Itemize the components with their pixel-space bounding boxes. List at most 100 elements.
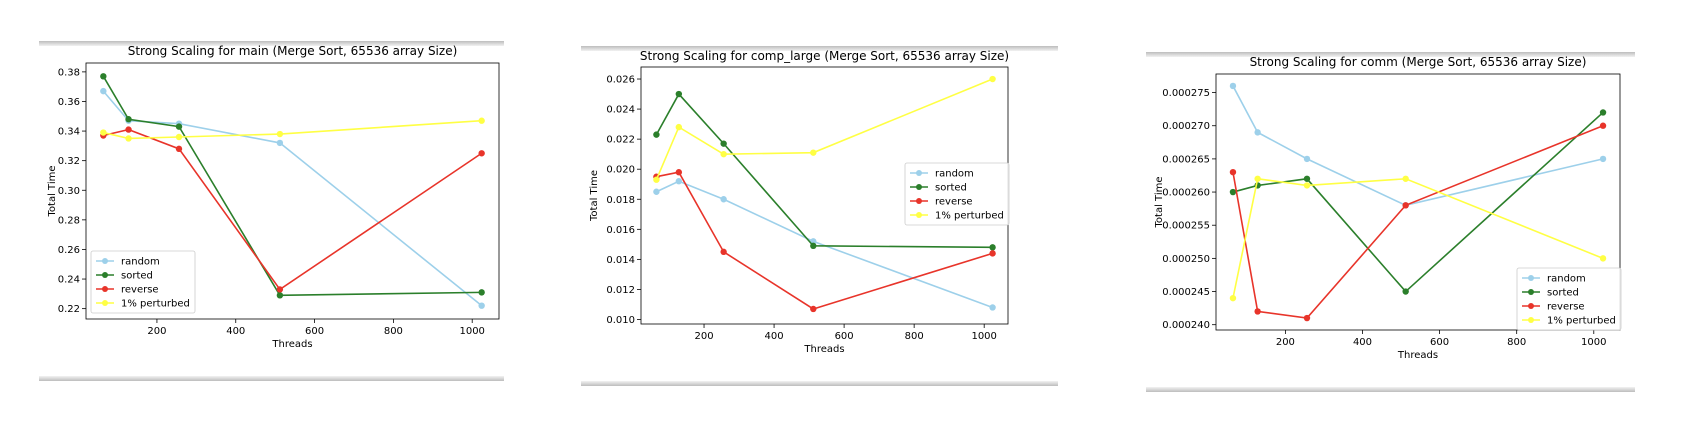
chart-title: Strong Scaling for comp_large (Merge Sor… (640, 49, 1009, 63)
x-tick-label: 1000 (1581, 337, 1606, 348)
chart-comp-large: Strong Scaling for comp_large (Merge Sor… (589, 49, 1010, 355)
data-point (653, 188, 660, 195)
x-tick-label: 600 (835, 331, 854, 342)
panel-top-border (1146, 52, 1635, 57)
data-point (478, 117, 485, 124)
legend-marker (1528, 317, 1534, 323)
data-point (175, 133, 183, 141)
data-point (989, 304, 996, 311)
y-tick-label: 0.014 (606, 255, 635, 266)
y-tick-label: 0.000275 (1162, 88, 1210, 99)
series-1-perturbed (1229, 175, 1607, 302)
legend: random sorted reverse 1% perturbed (90, 250, 196, 314)
x-tick-label: 1000 (459, 326, 484, 337)
legend-label: sorted (121, 271, 153, 282)
y-tick-label: 0.000250 (1162, 254, 1210, 265)
data-point (653, 176, 660, 183)
legend-marker (916, 170, 922, 176)
x-tick-label: 400 (1353, 337, 1372, 348)
data-point (720, 150, 727, 158)
x-tick-label: 400 (226, 326, 245, 337)
y-tick-label: 0.000240 (1162, 320, 1210, 331)
x-axis-label: Threads (271, 339, 312, 350)
x-tick-label: 400 (765, 331, 784, 342)
data-point (100, 73, 107, 80)
data-point (720, 248, 727, 256)
data-point (276, 130, 284, 138)
x-tick-label: 600 (1430, 337, 1449, 348)
y-tick-label: 0.010 (606, 315, 635, 326)
data-point (100, 129, 107, 136)
data-point (1229, 168, 1237, 176)
panel-top-border (581, 46, 1058, 51)
data-point (1599, 109, 1607, 116)
legend-label: sorted (1547, 288, 1579, 299)
data-point (1254, 308, 1261, 315)
panel-top-border (39, 41, 504, 46)
legend-marker (102, 272, 108, 278)
data-point (675, 178, 683, 185)
y-tick-label: 0.026 (606, 75, 635, 86)
y-tick-label: 0.016 (606, 225, 635, 236)
data-point (478, 302, 485, 309)
y-tick-label: 0.38 (58, 67, 80, 78)
x-axis-label: Threads (803, 344, 844, 355)
data-point (1303, 175, 1311, 182)
data-point (1402, 288, 1409, 295)
data-point (1599, 155, 1607, 163)
panel-bottom-border (39, 376, 504, 381)
x-axis-label: Threads (1397, 350, 1438, 361)
legend-marker (1528, 275, 1534, 281)
legend-marker (102, 286, 108, 292)
y-tick-label: 0.24 (58, 275, 80, 286)
y-axis-label: Total Time (47, 165, 58, 217)
legend-marker (916, 198, 922, 204)
x-tick-label: 200 (1276, 337, 1295, 348)
series-1-perturbed (100, 117, 485, 142)
y-tick-label: 0.32 (58, 156, 80, 167)
data-point (276, 292, 284, 299)
data-point (1599, 255, 1607, 262)
y-tick-label: 0.018 (606, 195, 635, 206)
data-point (810, 149, 817, 156)
chart-panel-comm: Strong Scaling for comm (Merge Sort, 655… (1146, 52, 1635, 392)
legend-box (1516, 267, 1622, 331)
x-tick-label: 800 (1507, 337, 1526, 348)
series-random (1229, 82, 1607, 209)
y-tick-label: 0.000255 (1162, 221, 1210, 232)
chart-title: Strong Scaling for main (Merge Sort, 655… (128, 44, 458, 58)
data-point (478, 150, 485, 157)
legend-label: random (1547, 274, 1586, 285)
data-point (720, 196, 727, 203)
data-point (125, 126, 132, 133)
data-point (1303, 182, 1311, 189)
legend-marker (916, 184, 922, 190)
y-axis-label: Total Time (589, 170, 600, 222)
y-tick-label: 0.28 (58, 215, 80, 226)
legend: random sorted reverse 1% perturbed (904, 162, 1010, 226)
data-point (810, 242, 817, 250)
legend-label: reverse (121, 285, 159, 296)
panel-bottom-border (581, 381, 1058, 386)
series-sorted (1229, 109, 1607, 295)
data-point (989, 75, 996, 83)
data-point (675, 169, 683, 176)
data-point (100, 87, 107, 95)
x-tick-label: 200 (694, 331, 713, 342)
series-sorted (653, 90, 996, 251)
series-reverse (653, 169, 996, 313)
y-tick-label: 0.022 (606, 135, 635, 146)
chart-comm: Strong Scaling for comm (Merge Sort, 655… (1154, 55, 1622, 361)
data-point (175, 145, 183, 153)
y-tick-label: 0.000260 (1162, 188, 1210, 199)
y-tick-label: 0.36 (58, 97, 80, 108)
plot-frame (85, 62, 500, 320)
data-point (1303, 155, 1311, 163)
y-tick-label: 0.024 (606, 105, 635, 116)
legend-label: 1% perturbed (1547, 316, 1616, 327)
y-tick-label: 0.020 (606, 165, 635, 176)
y-tick-label: 0.000265 (1162, 154, 1210, 165)
x-tick-label: 800 (384, 326, 403, 337)
data-point (810, 305, 817, 313)
y-tick-label: 0.26 (58, 245, 80, 256)
